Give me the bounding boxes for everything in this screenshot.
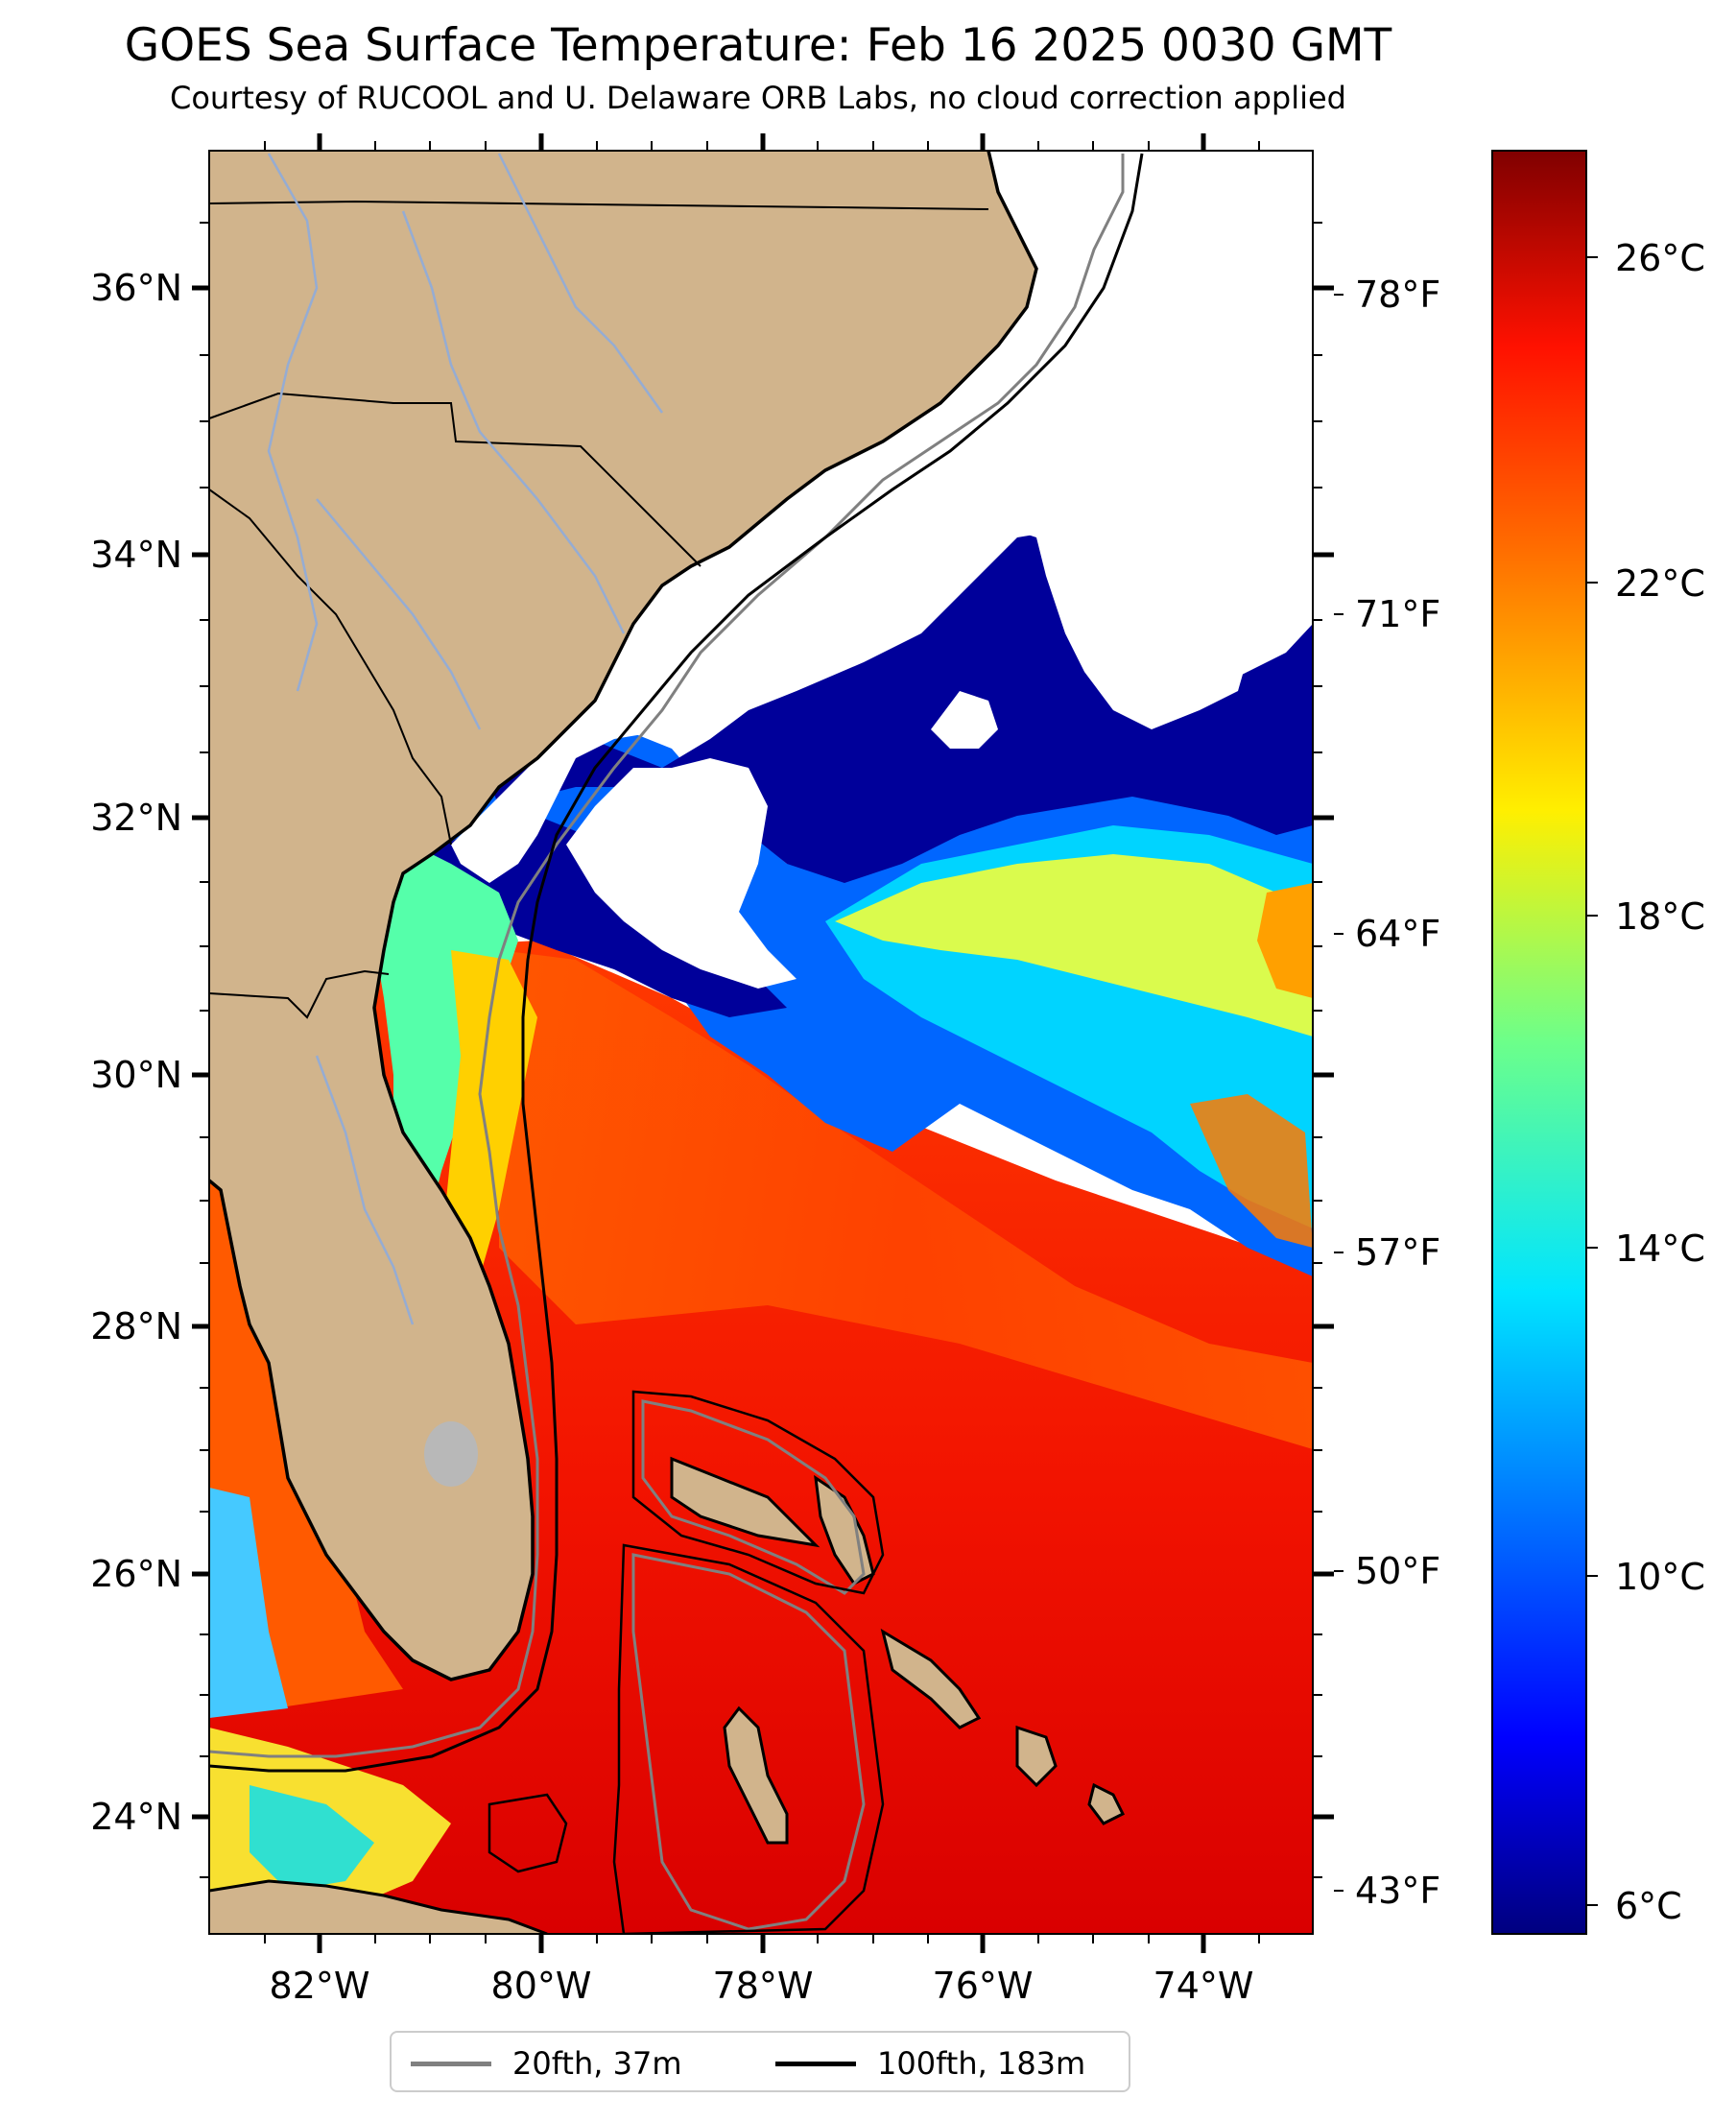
lat-label: 30°N <box>90 1054 182 1096</box>
sst-map <box>209 151 1313 1934</box>
fahrenheit-label: 57°F <box>1355 1231 1440 1274</box>
lon-label: 78°W <box>713 1965 814 2007</box>
lon-label: 76°W <box>933 1965 1034 2007</box>
coastline <box>209 151 1038 1681</box>
contour-legend: 20fth, 37m 100fth, 183m <box>390 2031 1130 2092</box>
colorbar-label: 18°C <box>1615 895 1705 938</box>
sst-yellow-eddy <box>835 854 1313 1037</box>
island-exuma <box>1015 1725 1058 1788</box>
lon-label: 74°W <box>1153 1965 1254 2007</box>
lake-okeechobee <box>424 1421 478 1487</box>
river-2 <box>401 210 626 634</box>
lat-label: 32°N <box>90 797 182 839</box>
contour-100fth <box>209 153 1144 1773</box>
colorbar-label: 22°C <box>1615 562 1705 605</box>
minor-ticks <box>200 141 1322 1943</box>
fahrenheit-label: 78°F <box>1355 274 1440 316</box>
fahrenheit-ticks <box>1334 294 1344 1892</box>
major-ticks <box>192 133 1334 1953</box>
legend-swatch-20fth <box>411 2061 491 2066</box>
island-grand-bahama <box>670 1456 820 1548</box>
land-cuba <box>209 1881 547 1934</box>
lat-label: 26°N <box>90 1553 182 1595</box>
colorbar-label: 6°C <box>1615 1885 1682 1927</box>
cloud-hole <box>931 691 998 749</box>
fahrenheit-label: 50°F <box>1355 1550 1440 1592</box>
sst-warm-patch-east <box>1190 1094 1313 1248</box>
sst-gulf-cool <box>209 1488 288 1718</box>
map-subtitle: Courtesy of RUCOOL and U. Delaware ORB L… <box>170 80 1346 116</box>
cloud-north <box>451 151 1313 883</box>
colorbar-label: 10°C <box>1615 1556 1705 1598</box>
contour-100fth-great-bahama <box>612 1543 885 1934</box>
lat-label: 24°N <box>90 1796 182 1838</box>
sst-nearshore-yellow <box>441 950 537 1276</box>
contour-20fth-great-bahama <box>631 1553 866 1931</box>
contour-100fth-cay-sal <box>488 1793 568 1873</box>
fahrenheit-label: 71°F <box>1355 593 1440 635</box>
legend-item-20fth: 20fth, 37m <box>411 2044 681 2083</box>
lat-label: 34°N <box>90 534 182 576</box>
contour-100fth-little-bahama <box>631 1390 885 1595</box>
river-1 <box>267 153 319 692</box>
legend-item-100fth: 100fth, 183m <box>775 2044 1085 2083</box>
island-eleuthera <box>880 1628 982 1729</box>
colorbar-ticks <box>1586 256 1598 1906</box>
lon-label: 80°W <box>491 1965 592 2007</box>
legend-swatch-100fth <box>775 2061 856 2066</box>
cloud-offshore <box>566 758 797 989</box>
island-abaco <box>814 1474 875 1586</box>
fahrenheit-label: 64°F <box>1355 913 1440 955</box>
border-sc-ga <box>209 489 452 846</box>
island-andros <box>723 1705 789 1845</box>
sst-orange-patch <box>1257 883 1313 998</box>
river-3 <box>497 153 664 414</box>
legend-label: 100fth, 183m <box>877 2045 1086 2082</box>
legend-label: 20fth, 37m <box>512 2045 682 2082</box>
border-nc-sc <box>209 392 702 567</box>
border-ga-fl <box>209 969 390 1019</box>
lat-label: 28°N <box>90 1305 182 1347</box>
river-st-johns <box>315 1055 415 1325</box>
fahrenheit-label: 43°F <box>1355 1870 1440 1912</box>
colorbar-label: 26°C <box>1615 237 1705 279</box>
lon-label: 82°W <box>270 1965 370 2007</box>
sst-keys-cyan <box>250 1785 374 1891</box>
lat-label: 36°N <box>90 267 182 309</box>
cuba-coastline <box>209 1879 548 1934</box>
land-usa <box>209 151 1036 1680</box>
map-title: GOES Sea Surface Temperature: Feb 16 202… <box>124 19 1392 72</box>
island-small <box>1087 1782 1126 1825</box>
contour-20fth <box>209 154 1125 1758</box>
colorbar <box>1491 150 1587 1935</box>
river-4 <box>316 498 482 730</box>
contour-20fth-little-bahama <box>641 1399 866 1595</box>
border-va-nc <box>209 200 989 210</box>
colorbar-label: 14°C <box>1615 1228 1705 1270</box>
sst-orange-band <box>499 950 1313 1449</box>
